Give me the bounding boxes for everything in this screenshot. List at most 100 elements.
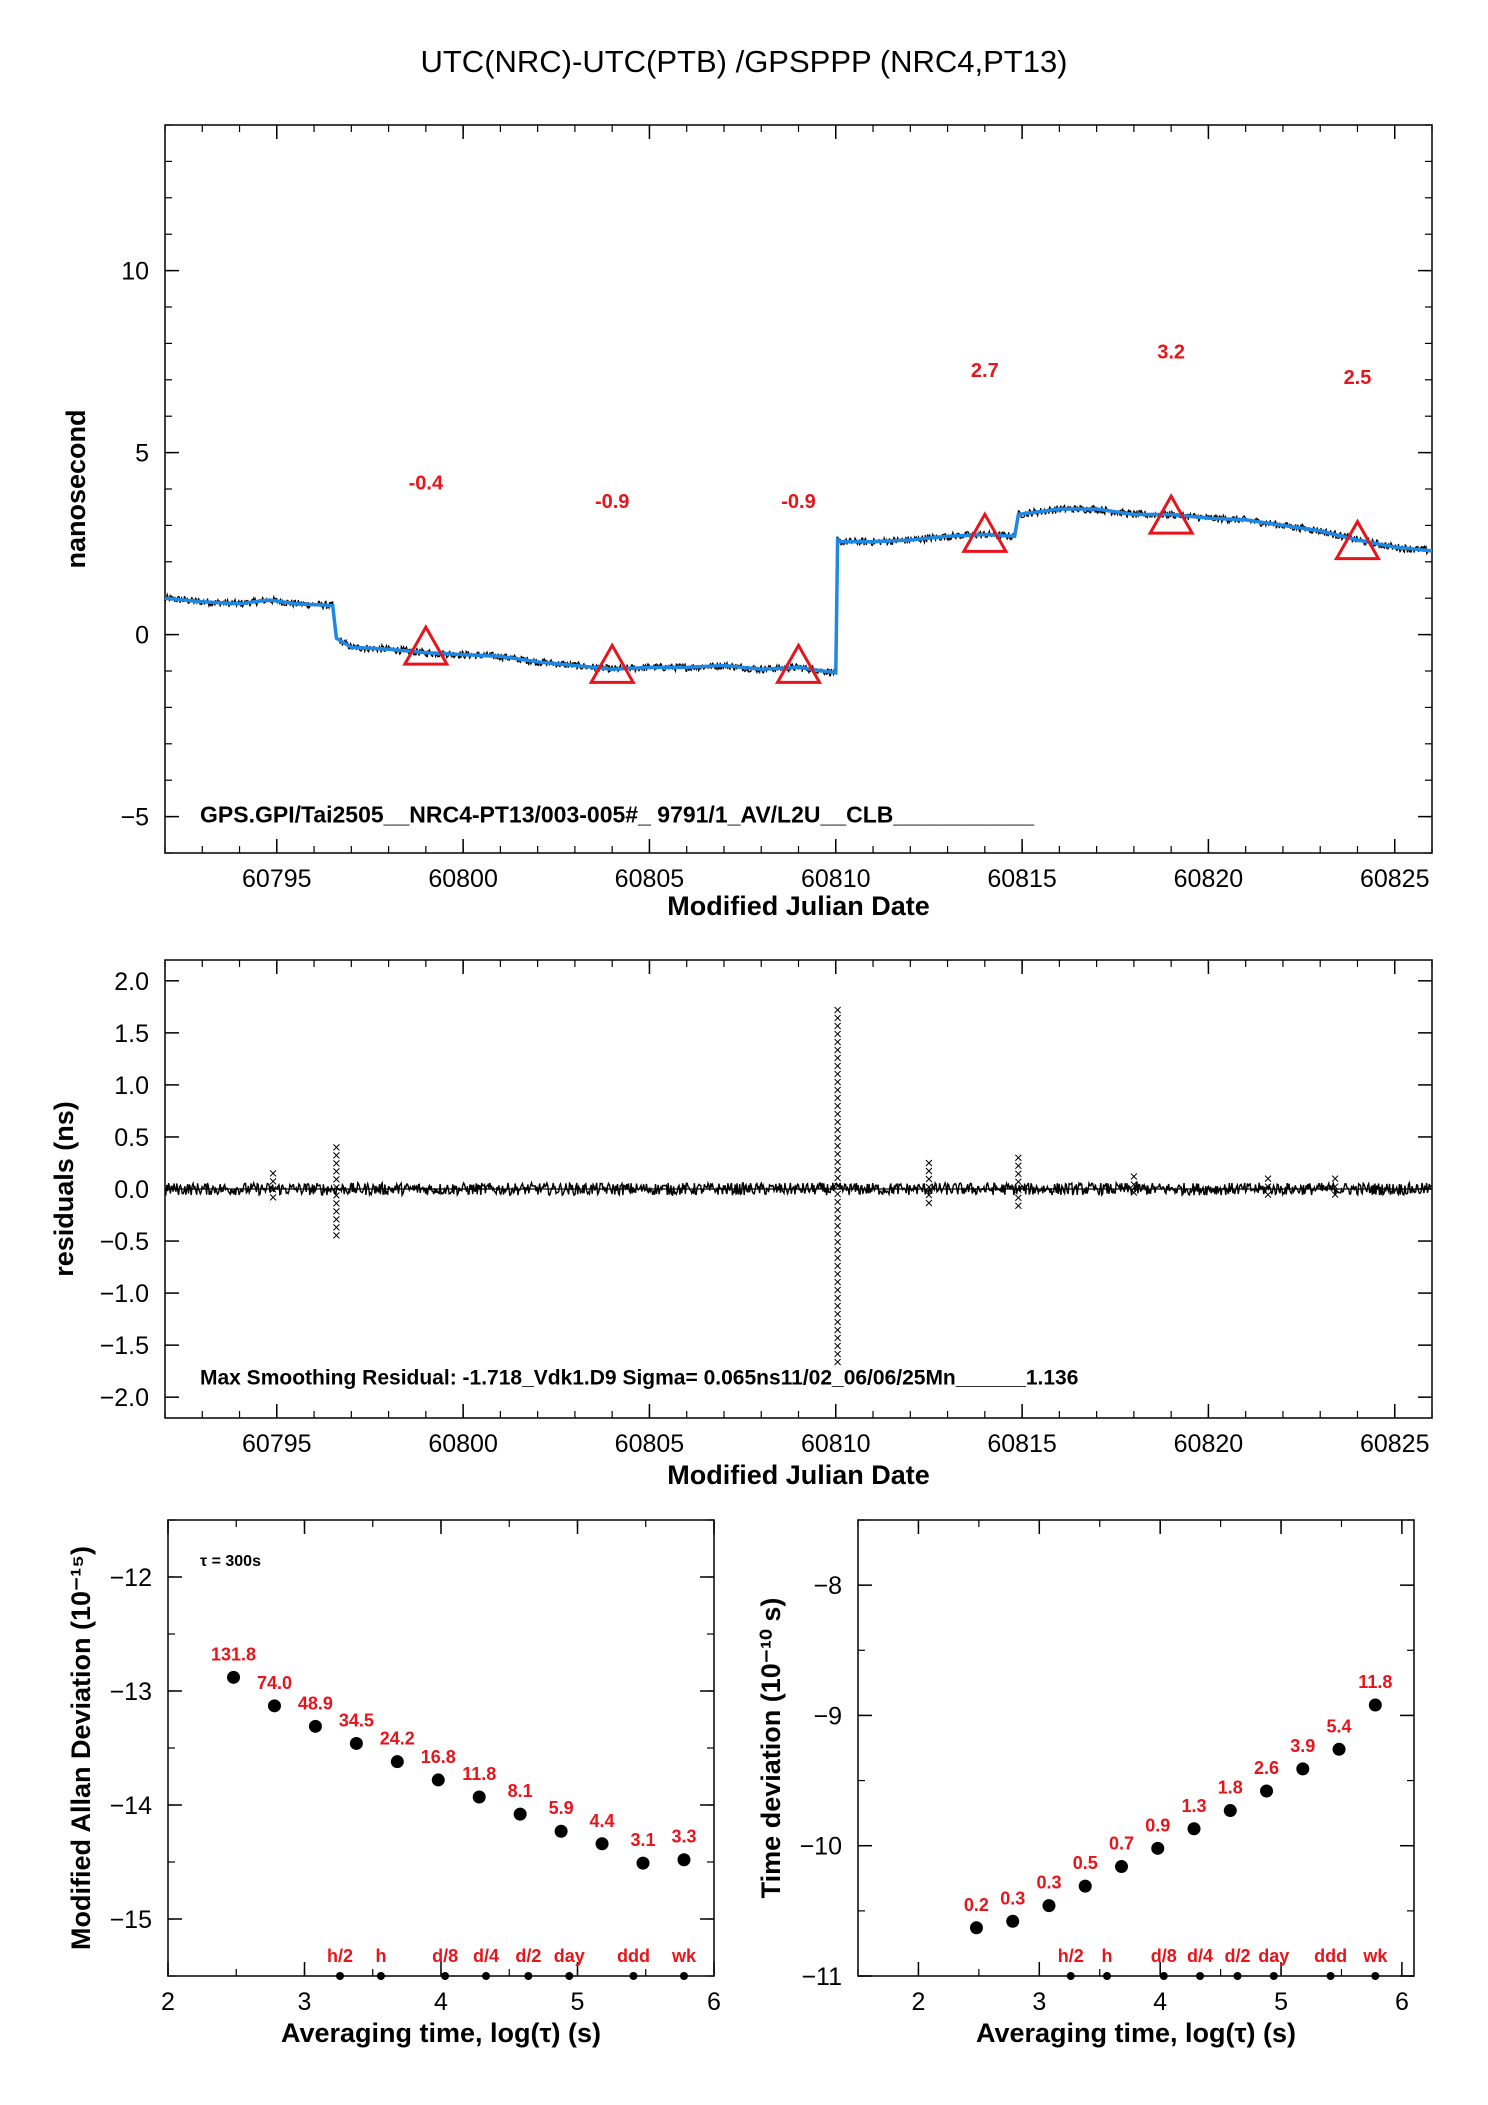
y-tick-label: −12	[110, 1564, 152, 1592]
x-mark	[834, 1222, 841, 1230]
x-mark	[834, 1310, 841, 1318]
series-smooth-line	[164, 507, 1433, 675]
timescale-marker	[629, 1972, 638, 1980]
x-mark	[834, 1030, 841, 1038]
plot-frame-offset	[164, 124, 1433, 854]
x-mark	[333, 1144, 340, 1151]
x-mark	[834, 1078, 841, 1086]
x-mark	[333, 1216, 340, 1223]
chart-annotation: Max Smoothing Residual: -1.718_Vdk1.D9 S…	[200, 1367, 1078, 1390]
data-point	[1187, 1822, 1201, 1836]
timescale-marker-label: d/8	[432, 1946, 458, 1966]
residual-noise	[164, 1180, 1432, 1198]
residual-outlier-column	[1331, 1175, 1339, 1198]
x-mark	[1331, 1183, 1339, 1190]
timescale-marker-label: d/2	[1225, 1946, 1251, 1966]
data-point-label: 5.4	[1327, 1716, 1352, 1736]
timescale-marker	[335, 1972, 344, 1980]
data-point-label: 8.1	[508, 1781, 533, 1801]
x-mark	[1015, 1170, 1022, 1178]
y-tick-label: −10	[800, 1833, 842, 1861]
x-mark	[834, 1318, 841, 1326]
timescale-marker-label: ddd	[617, 1946, 650, 1966]
y-tick-label: 10	[121, 258, 149, 286]
y-tick-label: 0.5	[114, 1124, 149, 1152]
tau-note: τ = 300s	[200, 1553, 261, 1570]
x-tick-label: 60810	[801, 1430, 871, 1458]
x-mark	[834, 1070, 841, 1078]
x-tick-label: 60815	[987, 1430, 1057, 1458]
x-mark	[834, 1038, 841, 1046]
chart-annotation: GPS.GPI/Tai2505__NRC4-PT13/003-005#_ 979…	[200, 802, 1034, 828]
x-mark	[834, 1198, 841, 1206]
x-mark	[333, 1208, 340, 1215]
data-point	[390, 1755, 404, 1769]
data-point	[227, 1670, 241, 1684]
x-tick-label: 60805	[615, 1430, 685, 1458]
timescale-marker	[524, 1972, 533, 1980]
x-mark	[834, 1166, 841, 1174]
data-point-label: 11.8	[462, 1764, 496, 1784]
x-mark	[925, 1175, 933, 1183]
data-point-label: 0.3	[1000, 1888, 1025, 1908]
x-tick-label: 60805	[615, 865, 685, 893]
x-mark	[333, 1192, 340, 1199]
x-tick-label: 4	[434, 1988, 448, 2016]
data-point	[513, 1807, 527, 1821]
x-tick-label: 2	[161, 1988, 175, 2016]
data-point	[349, 1736, 363, 1750]
x-mark	[925, 1167, 933, 1175]
marker-value-label: 2.7	[971, 360, 999, 382]
x-axis-label: Averaging time, log(τ) (s)	[976, 2018, 1296, 2048]
x-mark	[1015, 1186, 1022, 1194]
x-mark	[834, 1302, 841, 1310]
marker-value-label: -0.4	[409, 473, 444, 495]
timescale-marker-label: h	[375, 1946, 386, 1966]
y-axis-label: Time deviation (10⁻¹⁰ s)	[756, 1598, 786, 1899]
data-point	[1006, 1914, 1020, 1928]
data-point-label: 0.3	[1036, 1873, 1061, 1893]
timescale-marker-label: wk	[671, 1946, 697, 1966]
x-mark	[1015, 1178, 1022, 1186]
x-mark	[834, 1174, 841, 1182]
x-mark	[333, 1160, 340, 1167]
x-mark	[1130, 1173, 1138, 1180]
x-mark	[1015, 1162, 1022, 1170]
x-tick-label: 6	[707, 1988, 721, 2016]
data-point-label: 131.8	[211, 1644, 256, 1664]
triangle-marker	[774, 642, 823, 684]
residual-outlier-column	[834, 1006, 841, 1366]
data-point	[595, 1837, 609, 1851]
data-point-label: 24.2	[380, 1729, 415, 1749]
x-mark	[269, 1170, 277, 1177]
x-tick-label: 2	[911, 1988, 925, 2016]
x-mark	[925, 1159, 933, 1167]
timescale-marker-label: day	[554, 1946, 585, 1966]
y-tick-label: −2.0	[100, 1384, 149, 1412]
timescale-marker-label: h/2	[1058, 1946, 1084, 1966]
y-axis-label: Modified Allan Deviation (10⁻¹⁵)	[66, 1546, 96, 1950]
data-point	[1223, 1804, 1237, 1818]
x-mark	[834, 1062, 841, 1070]
residual-outlier-column	[925, 1159, 933, 1207]
data-point-label: 16.8	[421, 1747, 456, 1767]
x-tick-label: 60815	[987, 865, 1057, 893]
data-point-label: 2.6	[1254, 1758, 1279, 1778]
series-raw-line	[164, 503, 1432, 677]
x-mark	[834, 1326, 841, 1334]
residual-outlier-column	[333, 1144, 340, 1239]
plot-frame-tdev	[857, 1519, 1415, 1977]
x-tick-label: 60795	[242, 1430, 312, 1458]
triangle-marker	[961, 511, 1009, 553]
y-tick-label: −11	[801, 1963, 842, 1991]
timescale-marker-label: h/2	[327, 1946, 353, 1966]
data-point-label: 48.9	[298, 1693, 333, 1713]
x-mark	[834, 1014, 841, 1022]
x-mark	[834, 1158, 841, 1166]
x-mark	[834, 1118, 841, 1126]
x-mark	[834, 1342, 841, 1350]
x-mark	[333, 1152, 340, 1159]
y-tick-label: −13	[110, 1678, 152, 1706]
x-mark	[834, 1054, 841, 1062]
marker-value-label: -0.9	[595, 491, 629, 513]
